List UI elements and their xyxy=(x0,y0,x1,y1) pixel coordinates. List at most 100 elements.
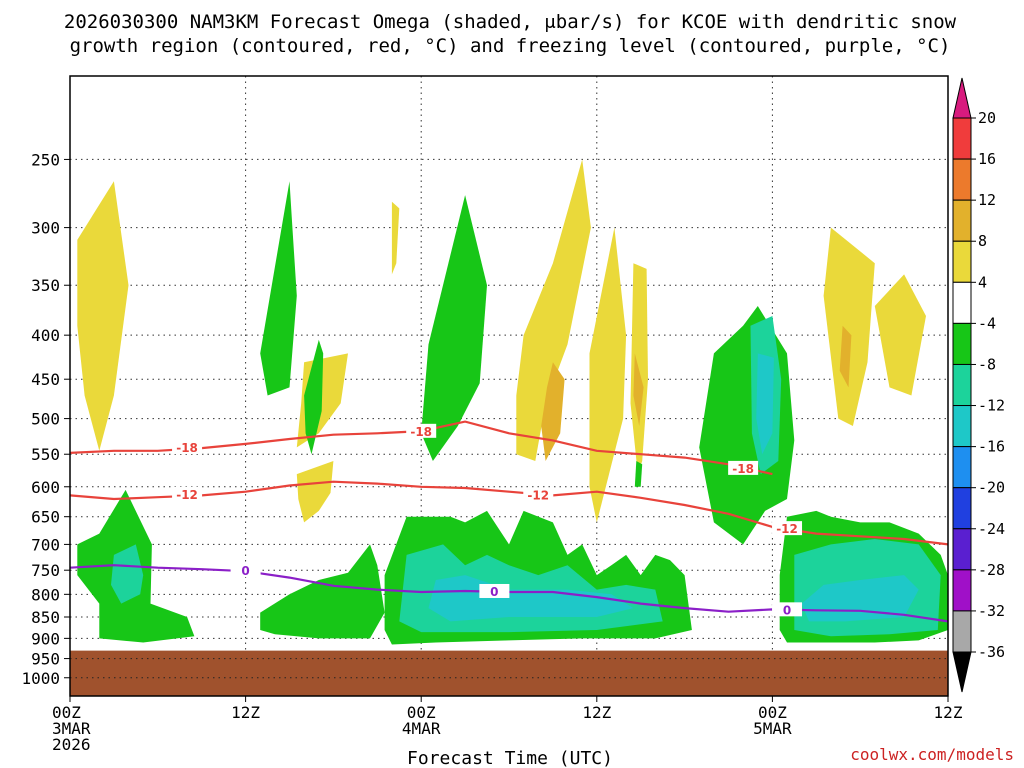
colorbar-swatch xyxy=(952,363,972,407)
omega-region xyxy=(296,461,334,523)
x-tick-label: 12Z xyxy=(582,703,611,722)
y-tick-label: 600 xyxy=(31,478,60,497)
colorbar-label: 20 xyxy=(978,109,996,127)
colorbar-swatch xyxy=(952,240,972,283)
contour-label-bg xyxy=(772,602,803,617)
colorbar-label: 12 xyxy=(978,191,996,209)
contour-label-bg xyxy=(523,487,554,502)
x-tick-label: 00Z xyxy=(52,703,81,722)
colorbar-bottom-arrow xyxy=(952,651,972,693)
colorbar-label: -28 xyxy=(978,561,1005,579)
omega-shading xyxy=(77,159,948,645)
colorbar-top-arrow xyxy=(952,77,972,119)
y-tick-label: 500 xyxy=(31,410,60,429)
y-tick-label: 850 xyxy=(31,608,60,627)
contour-label: 0 xyxy=(490,585,498,599)
omega-region xyxy=(630,263,648,475)
y-tick-label: 750 xyxy=(31,561,60,580)
x-tick-label: 00Z xyxy=(758,703,787,722)
omega-region xyxy=(634,461,643,487)
x-axis-label: Forecast Time (UTC) xyxy=(407,748,613,768)
colorbar-label: -12 xyxy=(978,397,1005,415)
colorbar-label: -16 xyxy=(978,438,1005,456)
omega-region xyxy=(823,227,875,426)
y-tick-label: 700 xyxy=(31,535,60,554)
contour-lines: -18 -18 -18 -12 -12 -12 0 0 0 xyxy=(69,420,949,623)
omega-region xyxy=(589,227,627,523)
contour-label: -12 xyxy=(527,488,549,502)
y-tick-label: 800 xyxy=(31,585,60,604)
contour-label: -12 xyxy=(176,488,198,502)
contour-label: -18 xyxy=(732,462,754,476)
colorbar-swatch xyxy=(952,487,972,530)
colorbar-swatch xyxy=(952,569,972,612)
colorbar-swatch xyxy=(952,117,972,160)
contour-label: -12 xyxy=(776,522,798,536)
colorbar-label: -4 xyxy=(978,314,996,332)
omega-region xyxy=(77,181,129,451)
y-tick-label: 1000 xyxy=(21,669,60,688)
y-axis: 250 300 350 400 450 500 550 600 650 700 750 800 850 9… xyxy=(21,150,70,688)
contour-label-bg xyxy=(479,583,510,598)
omega-region xyxy=(541,362,565,461)
plot-frame xyxy=(69,75,949,697)
colorbar: 20 16 12 8 4 -4 -8 -12 -16 -20 -24 -28 -32 -36 xyxy=(952,77,1005,693)
x-tick-date: 5MAR xyxy=(753,719,792,738)
omega-region xyxy=(260,544,385,639)
omega-region xyxy=(304,339,324,455)
colorbar-swatch xyxy=(952,528,972,571)
frame-border xyxy=(69,75,949,697)
omega-region xyxy=(391,201,400,275)
y-tick-label: 300 xyxy=(31,219,60,238)
colorbar-swatch xyxy=(952,322,972,365)
contour-label-bg xyxy=(172,486,203,501)
colorbar-label: -24 xyxy=(978,520,1005,538)
omega-region xyxy=(874,274,926,396)
contour-label-bg xyxy=(172,440,203,455)
chart-title-line-1: 2026030300 NAM3KM Forecast Omega (shaded… xyxy=(64,11,957,33)
colorbar-label: 16 xyxy=(978,150,996,168)
x-tick-label: 12Z xyxy=(934,703,963,722)
chart-title-line-2: growth region (contoured, red, °C) and f… xyxy=(70,35,951,57)
contour-label-bg xyxy=(772,521,803,536)
colorbar-label: -8 xyxy=(978,355,996,373)
omega-region xyxy=(756,353,774,455)
colorbar-swatch xyxy=(952,446,972,489)
contour-label: -18 xyxy=(410,425,432,439)
colorbar-label: -20 xyxy=(978,479,1005,497)
contour-label: 0 xyxy=(783,603,791,617)
y-tick-label: 950 xyxy=(31,650,60,669)
omega-region xyxy=(111,544,144,604)
y-tick-label: 350 xyxy=(31,276,60,295)
contour-label-bg xyxy=(230,563,261,578)
x-tick-label: 12Z xyxy=(231,703,260,722)
y-tick-label: 550 xyxy=(31,445,60,464)
contour-label-bg xyxy=(728,460,759,475)
y-tick-label: 400 xyxy=(31,326,60,345)
omega-region xyxy=(421,195,487,461)
x-tick-date: 3MAR xyxy=(52,719,91,738)
ground-fill xyxy=(70,650,948,696)
colorbar-swatch xyxy=(952,281,972,324)
omega-region xyxy=(633,353,644,426)
ground-layer xyxy=(70,650,948,696)
colorbar-label: -36 xyxy=(978,643,1005,661)
colorbar-swatch xyxy=(952,158,972,201)
colorbar-swatch xyxy=(952,199,972,242)
colorbar-label: 4 xyxy=(978,273,987,291)
contour-label: -18 xyxy=(176,441,198,455)
colorbar-label: -32 xyxy=(978,602,1005,620)
y-tick-label: 250 xyxy=(31,150,60,169)
colorbar-swatch xyxy=(952,405,972,448)
omega-region xyxy=(516,159,591,461)
x-tick-label: 00Z xyxy=(407,703,436,722)
colorbar-swatch xyxy=(952,610,972,653)
colorbar-label: 8 xyxy=(978,232,987,250)
omega-region xyxy=(839,325,852,388)
x-tick-date: 4MAR xyxy=(402,719,441,738)
y-tick-label: 650 xyxy=(31,508,60,527)
credit-text: coolwx.com/models xyxy=(850,745,1014,764)
contour-label: 0 xyxy=(241,564,249,578)
